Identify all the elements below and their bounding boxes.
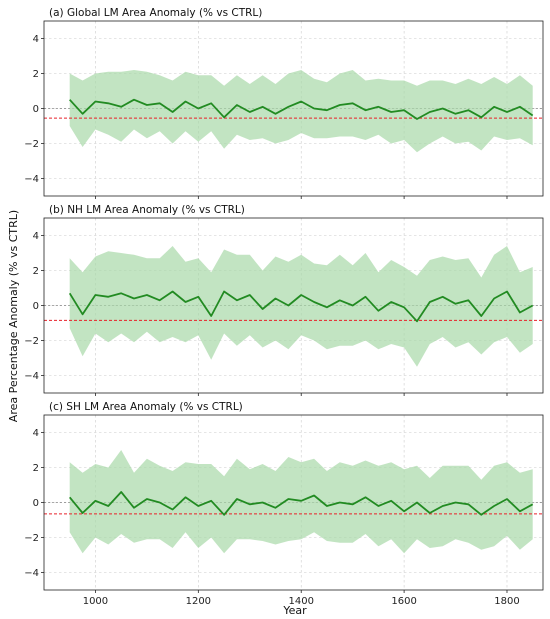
y-tick-label: 0 xyxy=(33,301,39,312)
panel-title: (a) Global LM Area Anomaly (% vs CTRL) xyxy=(49,7,262,19)
mean-series-line xyxy=(69,491,534,516)
y-tick-label: 4 xyxy=(33,34,39,45)
y-tick-label: −4 xyxy=(24,371,39,382)
y-tick-label: −4 xyxy=(24,568,39,579)
panel-nh: (b) NH LM Area Anomaly (% vs CTRL) −4 −2 0… xyxy=(24,204,544,396)
panel-sh: (c) SH LM Area Anomaly (% vs CTRL) −4 −2 0… xyxy=(24,401,544,607)
y-axis-label: Area Percentage Anomaly (% vs CTRL) xyxy=(7,210,20,422)
y-tick-label: 2 xyxy=(33,266,39,277)
y-tick-label: 2 xyxy=(33,463,39,474)
uncertainty-band xyxy=(69,246,533,367)
y-tick-label: −4 xyxy=(24,174,39,185)
y-tick-label: 2 xyxy=(33,69,39,80)
x-tick-label: 1200 xyxy=(186,596,211,607)
x-tick-label: 1600 xyxy=(391,596,416,607)
panel-title: (b) NH LM Area Anomaly (% vs CTRL) xyxy=(49,204,245,216)
y-tick-label: −2 xyxy=(24,533,39,544)
mean-series-line xyxy=(69,98,534,120)
y-tick-label: 4 xyxy=(33,231,39,242)
y-tick-label: −2 xyxy=(24,336,39,347)
x-axis-label: Year xyxy=(282,604,307,617)
y-tick-label: 0 xyxy=(33,104,39,115)
y-tick-label: 4 xyxy=(33,428,39,439)
x-tick-label: 1400 xyxy=(288,596,313,607)
uncertainty-band xyxy=(69,70,533,153)
y-tick-label: 0 xyxy=(33,498,39,509)
panel-title: (c) SH LM Area Anomaly (% vs CTRL) xyxy=(49,401,243,413)
panel-global: (a) Global LM Area Anomaly (% vs CTRL) −… xyxy=(24,7,544,199)
y-tick-label: −2 xyxy=(24,139,39,150)
x-tick-label: 1800 xyxy=(494,596,519,607)
x-tick-label: 1000 xyxy=(83,596,108,607)
mean-series-line xyxy=(68,290,534,323)
